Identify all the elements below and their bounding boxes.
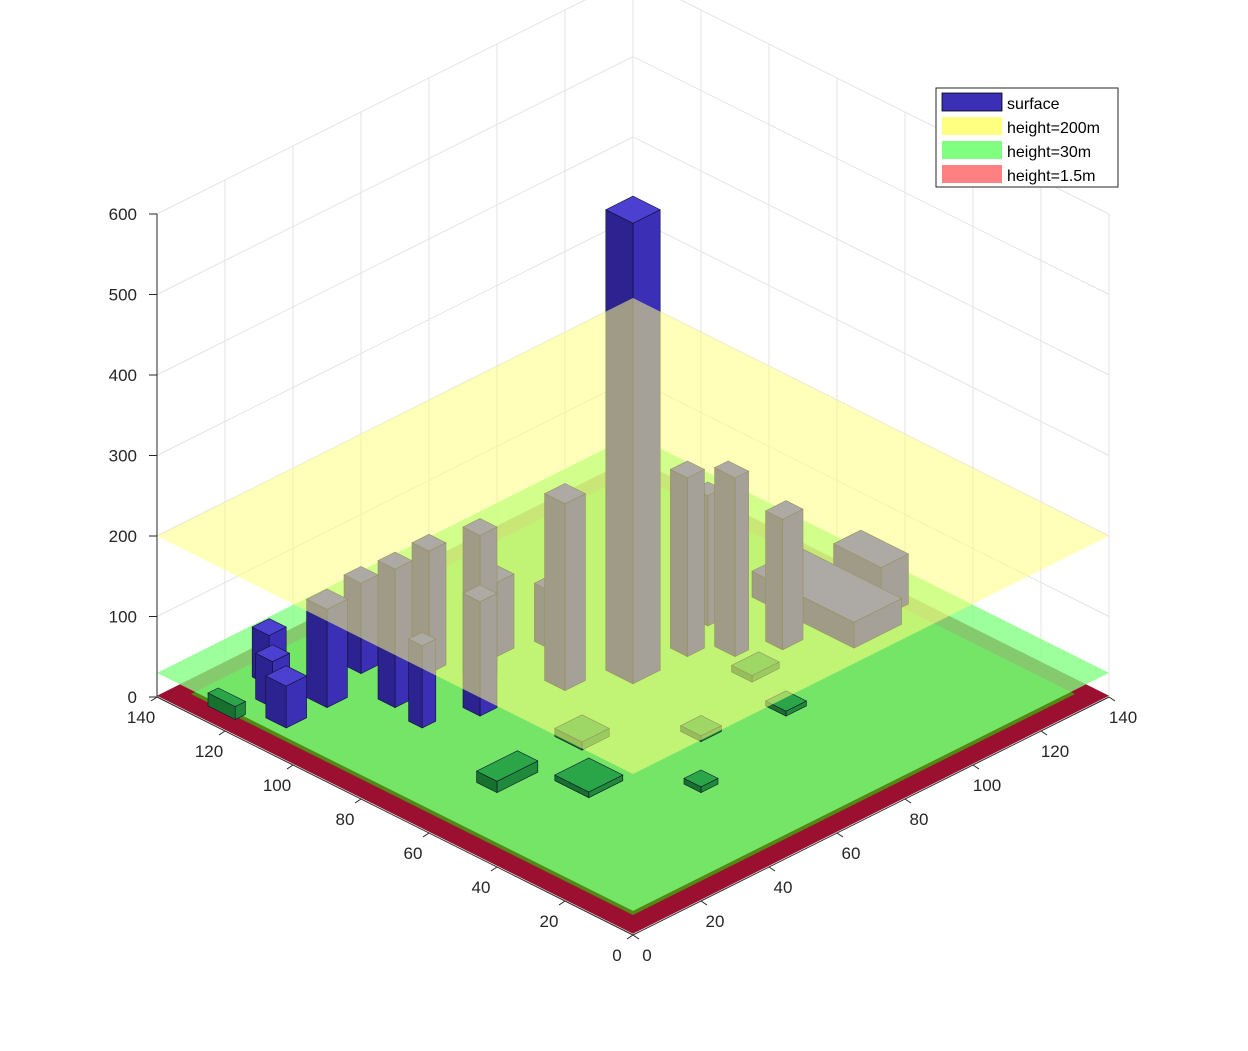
- y-tick-label: 20: [540, 912, 559, 931]
- y-tick-mark: [490, 866, 498, 872]
- building-block: [554, 757, 624, 799]
- y-tick-label: 100: [263, 776, 291, 795]
- building-top: [605, 195, 661, 224]
- legend-label-30m: height=30m: [1007, 144, 1091, 161]
- x-tick-mark: [700, 900, 708, 906]
- building-top: [683, 769, 719, 788]
- y-axis-line: [156, 696, 634, 936]
- x-tick-label: 140: [1109, 708, 1137, 727]
- z-tick-label: 500: [109, 286, 137, 305]
- y-tick-label: 0: [612, 946, 621, 965]
- y-tick-label: 80: [336, 810, 355, 829]
- z-tick-label: 600: [109, 205, 137, 224]
- y-tick-mark: [150, 696, 158, 702]
- x-tick-label: 0: [642, 946, 651, 965]
- building-top: [554, 757, 624, 793]
- x-tick-label: 100: [973, 776, 1001, 795]
- building-top: [254, 644, 291, 663]
- y-tick-label: 40: [472, 878, 491, 897]
- x-tick-mark: [904, 798, 912, 804]
- x-tick-label: 120: [1041, 742, 1069, 761]
- x-tick-mark: [768, 866, 776, 872]
- legend-swatch-1-5m: [942, 165, 1002, 183]
- y-tick-mark: [354, 798, 362, 804]
- building-top: [265, 665, 308, 687]
- x-tick-mark: [1040, 730, 1048, 736]
- legend-label-surface: surface: [1007, 96, 1060, 113]
- y-tick-label: 140: [127, 708, 155, 727]
- y-tick-label: 120: [195, 742, 223, 761]
- x-tick-label: 40: [774, 878, 793, 897]
- legend-label-1-5m: height=1.5m: [1007, 168, 1096, 185]
- grid-line-z-wall: [156, 136, 1110, 376]
- legend: surface height=200m height=30m height=1.…: [935, 87, 1119, 188]
- y-tick-mark: [422, 832, 430, 838]
- legend-swatch-30m: [942, 141, 1002, 159]
- legend-swatch-surface: [941, 92, 1003, 112]
- x-tick-label: 60: [842, 844, 861, 863]
- plane-200m-fill: [157, 298, 1109, 774]
- building-top: [251, 618, 287, 636]
- x-tick-mark: [632, 934, 640, 940]
- z-tick-label: 300: [109, 447, 137, 466]
- z-tick-label: 200: [109, 527, 137, 546]
- x-tick-mark: [1108, 696, 1116, 702]
- plane-200m: [157, 298, 1109, 774]
- y-tick-label: 60: [404, 844, 423, 863]
- building-block: [207, 687, 247, 720]
- legend-label-200m: height=200m: [1007, 120, 1100, 137]
- building-block: [683, 769, 719, 794]
- x-axis-line: [632, 696, 1110, 936]
- x-tick-label: 20: [706, 912, 725, 931]
- z-tick-label: 400: [109, 366, 137, 385]
- x-tick-mark: [836, 832, 844, 838]
- building-block: [265, 665, 308, 729]
- y-tick-mark: [286, 764, 294, 770]
- grid-line-z-wall: [156, 55, 1110, 295]
- y-tick-mark: [558, 900, 566, 906]
- z-tick-label: 0: [128, 688, 137, 707]
- legend-swatch-200m: [942, 117, 1002, 135]
- y-tick-mark: [626, 934, 634, 940]
- building-top: [475, 750, 539, 782]
- z-tick-label: 100: [109, 608, 137, 627]
- building-top: [207, 687, 247, 707]
- axes: 0204060801001201400204060801001201400100…: [109, 205, 1138, 965]
- building-block: [475, 750, 539, 794]
- x-tick-mark: [972, 764, 980, 770]
- y-tick-mark: [218, 730, 226, 736]
- x-tick-label: 80: [910, 810, 929, 829]
